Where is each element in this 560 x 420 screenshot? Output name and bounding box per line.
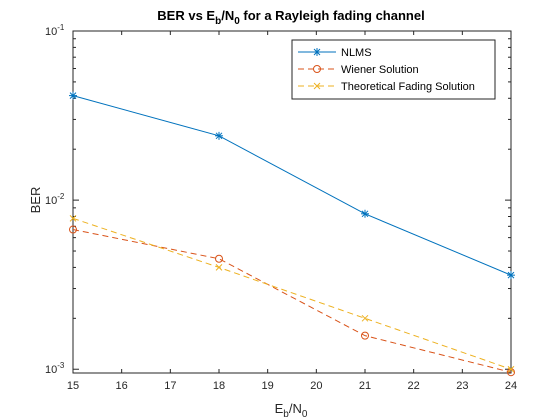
data-point-theoretical-fading-solution (215, 264, 223, 271)
y-tick-label: 10-2 (45, 192, 65, 207)
series-line-theoretical-fading-solution (72, 217, 512, 370)
y-axis-label: BER (28, 187, 43, 214)
legend: NLMS Wiener Solution Theoretical Fading So… (291, 39, 496, 100)
marker-circle (361, 331, 369, 340)
x-tick-label: 21 (359, 380, 371, 392)
marker-asterisk-stroke (313, 48, 321, 56)
y-tick-label: 10-1 (45, 23, 65, 38)
data-point-nlms (69, 91, 77, 100)
data-point-nlms (361, 209, 369, 218)
marker-circle (215, 254, 223, 263)
x-tick-label: 18 (213, 380, 225, 392)
x-tick-label: 17 (164, 380, 176, 392)
x-tick-label: 22 (408, 380, 420, 392)
chart-title: BER vs Eb/N0 for a Rayleigh fading chann… (157, 8, 424, 27)
marker-asterisk-stroke (361, 210, 369, 218)
data-point-nlms (215, 131, 223, 140)
x-tick-label: 23 (456, 380, 468, 392)
axes-box (72, 30, 512, 374)
marker-x-stroke (69, 215, 77, 222)
marker-x-stroke (361, 314, 369, 322)
data-point-wiener-solution (361, 331, 369, 340)
legend-label-wiener-solution: Wiener Solution (341, 64, 419, 76)
marker-asterisk-stroke (215, 132, 223, 140)
data-point-wiener-solution (69, 225, 77, 234)
x-tick-label: 20 (310, 380, 322, 392)
data-point-theoretical-fading-solution (69, 215, 77, 222)
marker-x-stroke (313, 82, 321, 90)
series-line-nlms (72, 95, 512, 276)
marker-circle (69, 225, 77, 234)
y-tick-label: 10-3 (45, 361, 65, 376)
marker-asterisk-stroke (507, 271, 515, 279)
legend-label-theoretical-fading-solution: Theoretical Fading Solution (341, 81, 475, 93)
plot-area: 15 16 17 18 19 20 21 22 23 24 10-3 10-2 10-1 (45, 23, 517, 392)
data-point-theoretical-fading-solution (361, 314, 369, 322)
series-line-wiener-solution (72, 229, 512, 373)
x-tick-label: 16 (116, 380, 128, 392)
marker-asterisk-stroke (69, 92, 77, 99)
legend-marker-nlms (313, 48, 321, 56)
x-tick-label: 15 (67, 380, 79, 392)
x-tick-label: 24 (505, 380, 517, 392)
marker-x-stroke (215, 264, 223, 271)
data-point-wiener-solution (215, 254, 223, 263)
marker-x-stroke (507, 365, 515, 373)
legend-marker-wiener-solution (313, 65, 321, 73)
legend-box (291, 39, 496, 100)
legend-label-nlms: NLMS (341, 47, 372, 59)
data-point-theoretical-fading-solution (507, 365, 515, 373)
x-tick-label: 19 (262, 380, 274, 392)
marker-circle (313, 65, 321, 73)
data-point-nlms (507, 271, 515, 280)
legend-marker-theoretical-fading-solution (313, 82, 321, 90)
x-axis-label: Eb/N0 (275, 401, 308, 420)
